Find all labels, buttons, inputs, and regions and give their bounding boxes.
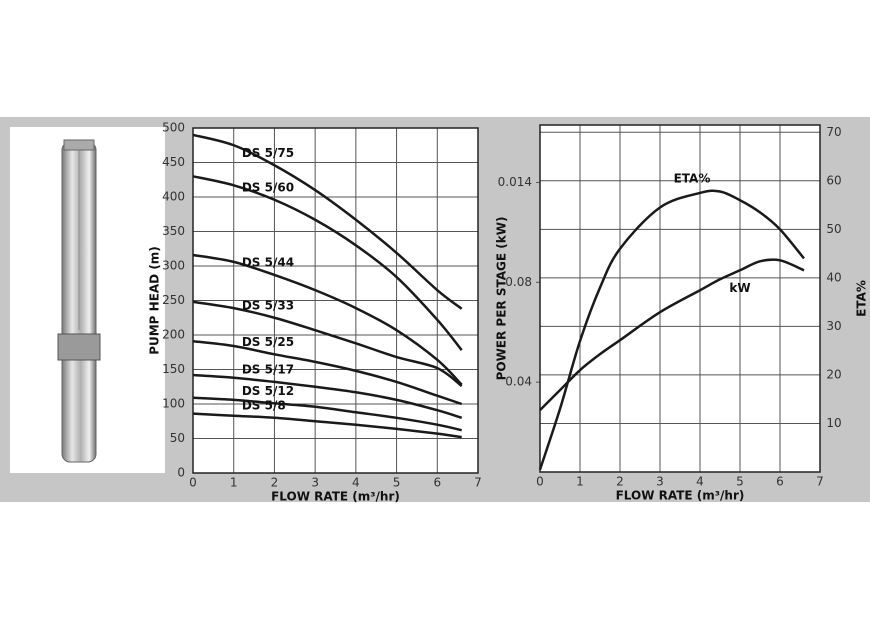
curve <box>192 133 463 310</box>
y-tick-label: 50 <box>170 431 185 445</box>
x-tick-label: 2 <box>271 476 279 490</box>
y-tick-label: 400 <box>162 190 185 204</box>
x-axis-title: FLOW RATE (m³/hr) <box>271 490 400 504</box>
y-tick-label: 150 <box>162 362 185 376</box>
x-tick-label: 3 <box>656 475 664 489</box>
x-tick-label: 5 <box>393 476 401 490</box>
series-label: DS 5/75 <box>242 146 294 160</box>
x-tick-label: 0 <box>536 475 544 489</box>
y-tick-label: 0.014 <box>498 175 532 189</box>
series-label: DS 5/60 <box>242 180 294 194</box>
series-label: DS 5/33 <box>242 298 294 312</box>
series-label: DS 5/44 <box>242 255 294 269</box>
curve <box>192 339 463 406</box>
curve <box>192 175 463 351</box>
plot-frame <box>192 127 479 474</box>
y2-tick-label: 30 <box>826 319 841 333</box>
y2-tick-label: 40 <box>826 270 841 284</box>
curve <box>192 412 462 439</box>
y-tick-label: 200 <box>162 328 185 342</box>
y-tick-label: 0.08 <box>505 275 532 289</box>
x-axis-title: FLOW RATE (m³/hr) <box>616 489 745 503</box>
series-label: DS 5/17 <box>242 362 294 376</box>
y-tick-label: 0.04 <box>505 375 532 389</box>
x-tick-label: 4 <box>352 476 360 490</box>
x-tick-label: 6 <box>433 476 441 490</box>
series-label: DS 5/8 <box>242 398 286 412</box>
x-tick-label: 4 <box>696 475 704 489</box>
y2-tick-label: 60 <box>826 173 841 187</box>
plot-frame <box>539 124 821 473</box>
y-tick-label: 250 <box>162 293 185 307</box>
y-tick-label: 350 <box>162 224 185 238</box>
x-tick-label: 0 <box>189 476 197 490</box>
pump-image <box>10 127 165 473</box>
y-tick-label: 300 <box>162 259 185 273</box>
y2-tick-label: 50 <box>826 222 841 236</box>
y2-tick-label: 70 <box>826 125 841 139</box>
series-label: DS 5/25 <box>242 335 294 349</box>
y2-axis-title: ETA% <box>855 280 869 317</box>
plot-area <box>540 125 820 472</box>
y-tick-label: 100 <box>162 397 185 411</box>
y2-tick-label: 20 <box>826 367 841 381</box>
curve <box>539 258 805 411</box>
series-label: ETA% <box>674 171 711 185</box>
x-tick-label: 1 <box>230 476 238 490</box>
curve <box>192 373 463 419</box>
y-axis-title: POWER PER STAGE (kW) <box>495 217 509 381</box>
x-tick-label: 3 <box>311 476 319 490</box>
x-tick-label: 6 <box>776 475 784 489</box>
x-tick-label: 1 <box>576 475 584 489</box>
y-tick-label: 450 <box>162 155 185 169</box>
y-axis-title: PUMP HEAD (m) <box>148 246 162 355</box>
x-tick-label: 2 <box>616 475 624 489</box>
x-tick-label: 5 <box>736 475 744 489</box>
x-tick-label: 7 <box>474 476 482 490</box>
curve <box>192 300 463 388</box>
series-label: kW <box>729 281 750 295</box>
y-tick-label: 0 <box>177 466 185 480</box>
series-label: DS 5/12 <box>242 384 294 398</box>
y-tick-label: 500 <box>162 121 185 135</box>
curve <box>192 253 463 386</box>
x-tick-label: 7 <box>816 475 824 489</box>
curve <box>538 189 805 470</box>
y2-tick-label: 10 <box>826 416 841 430</box>
curve <box>192 396 462 432</box>
